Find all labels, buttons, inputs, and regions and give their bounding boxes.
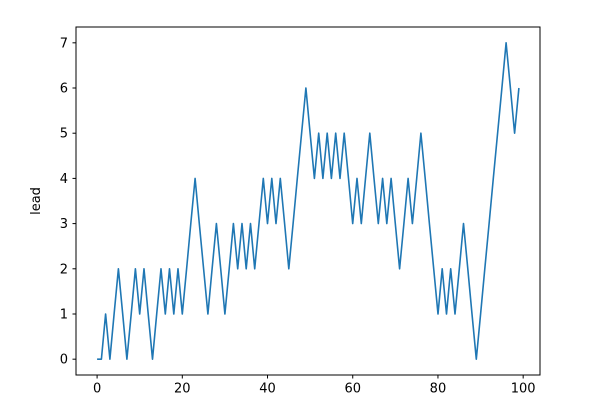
y-tick-label: 5 [60,127,68,142]
x-tick-label: 100 [511,382,536,397]
y-tick-label: 6 [60,82,68,97]
y-axis-label: lead [29,187,44,215]
y-tick-label: 2 [60,262,68,277]
x-tick-label: 40 [259,382,276,397]
x-tick-label: 20 [174,382,191,397]
x-axis-ticks: 0 20 40 60 80 100 [93,375,536,397]
y-tick-label: 7 [60,36,68,51]
y-tick-label: 1 [60,307,68,322]
y-tick-label: 0 [60,353,68,368]
axes-spines [75,26,541,376]
y-axis-ticks: 0 1 2 3 4 5 6 7 [60,36,76,368]
y-tick-label: 3 [60,217,68,232]
x-tick-label: 80 [430,382,447,397]
x-tick-label: 0 [93,382,101,397]
plot-area [76,27,540,375]
x-tick-label: 60 [344,382,361,397]
y-tick-label: 4 [60,172,68,187]
line-series [97,41,520,361]
